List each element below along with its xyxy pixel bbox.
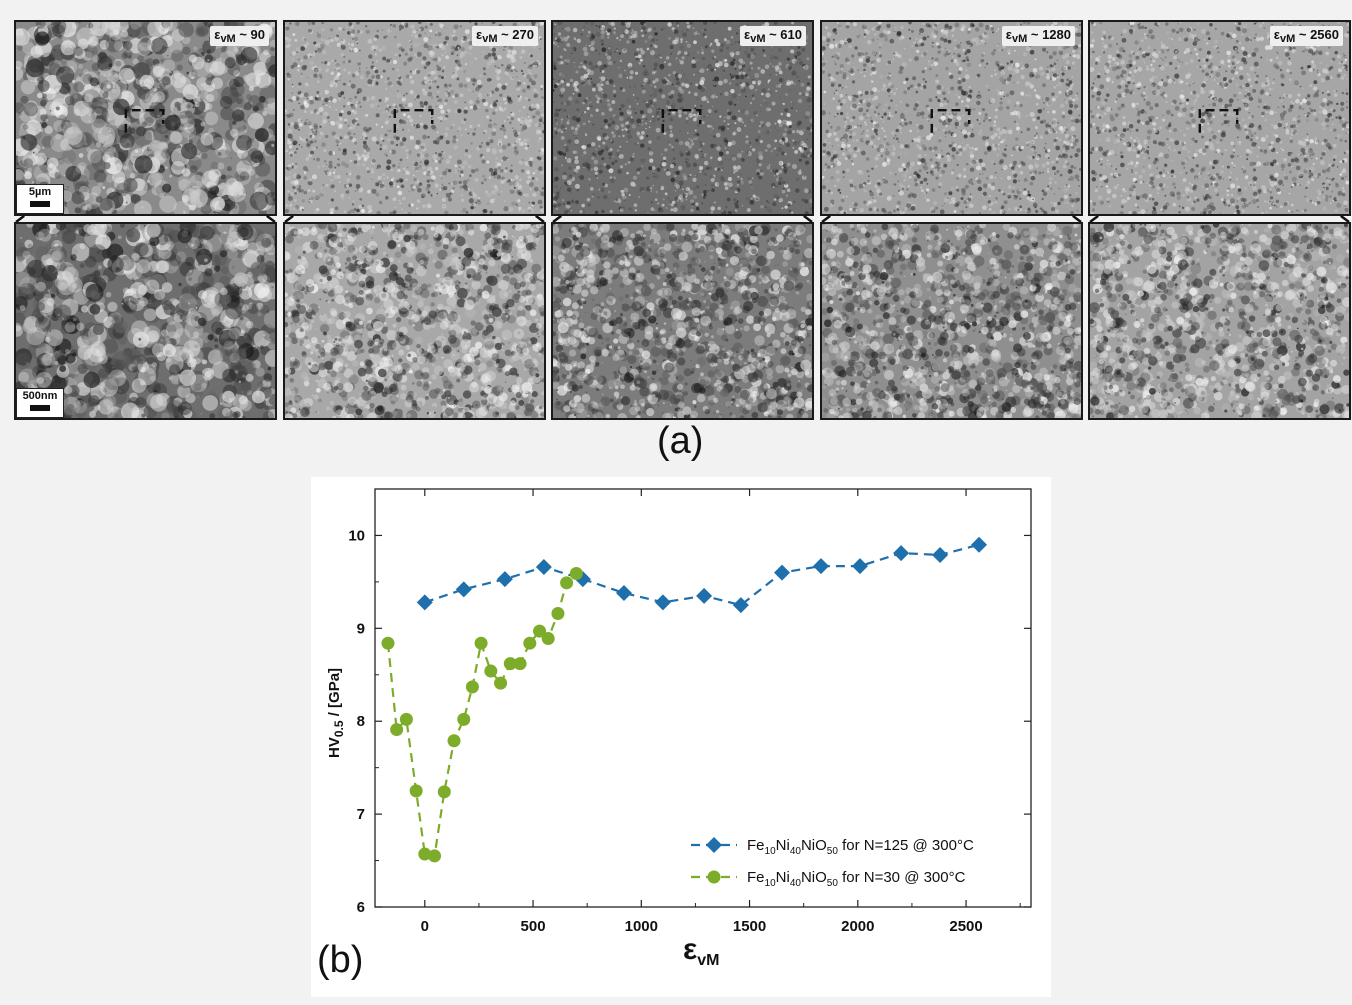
sem-image-overview: εvM ~ 270 <box>283 20 546 216</box>
data-point-series-1 <box>893 545 910 562</box>
data-point-series-1 <box>455 581 472 598</box>
data-point-series-2 <box>457 712 471 726</box>
data-point-series-1 <box>971 536 988 553</box>
sem-image-zoom <box>14 222 277 420</box>
data-point-series-2 <box>503 657 517 671</box>
micrograph-panel: εvM ~ 90 εvM ~ 270 εvM ~ 610 εvM ~ 1280 εvM … <box>0 0 1352 475</box>
sem-image-overview: εvM ~ 610 <box>551 20 814 216</box>
sem-image-overview: εvM ~ 1280 <box>820 20 1083 216</box>
data-point-series-1 <box>535 559 552 576</box>
strain-label: εvM ~ 270 <box>472 26 538 46</box>
data-point-series-2 <box>551 606 565 620</box>
panel-a-label: (a) <box>657 420 704 462</box>
data-point-series-2 <box>494 676 508 690</box>
x-tick-label: 1000 <box>625 918 658 935</box>
y-tick-label: 9 <box>357 620 365 637</box>
data-point-series-2 <box>437 785 451 799</box>
data-point-series-2 <box>428 849 442 863</box>
x-tick-label: 2000 <box>841 918 874 935</box>
series-line-2 <box>386 572 578 858</box>
scale-bar-5um: 5µm <box>16 184 64 214</box>
data-point-series-1 <box>574 571 591 588</box>
data-point-series-1 <box>496 571 513 588</box>
data-point-series-1 <box>932 546 949 563</box>
x-tick-label: 2500 <box>949 918 982 935</box>
data-point-series-1 <box>774 564 791 581</box>
plot-frame <box>374 488 1032 908</box>
data-point-series-1 <box>732 597 749 614</box>
sem-image-overview: εvM ~ 90 <box>14 20 277 216</box>
y-tick-label: 10 <box>348 527 365 544</box>
x-axis-label: εvM <box>683 933 719 969</box>
data-point-series-2 <box>409 784 423 798</box>
strain-label: εvM ~ 610 <box>740 26 806 46</box>
strain-label: εvM ~ 2560 <box>1269 26 1343 46</box>
data-point-series-2 <box>569 567 583 581</box>
data-point-series-2 <box>513 657 527 671</box>
scale-bar-500nm: 500nm <box>16 388 64 418</box>
data-point-series-2 <box>390 723 404 737</box>
y-tick-label: 6 <box>357 899 365 916</box>
data-point-series-2 <box>474 636 488 650</box>
legend-marker-1 <box>706 837 722 853</box>
legend-marker-2 <box>707 870 721 884</box>
chart-canvas: 0 500 1000 1500 2000 2500 6 7 8 9 10 εvM HV0.5 / [GP… <box>326 488 1032 969</box>
data-point-series-2 <box>523 636 537 650</box>
legend-label-1: Fe10Ni40NiO50 for N=125 @ 300°C <box>747 837 974 857</box>
hardness-chart: 0 500 1000 1500 2000 2500 6 7 8 9 10 εvM HV0.5 / [GP… <box>311 477 1051 997</box>
y-tick-label: 7 <box>357 806 365 823</box>
data-point-series-1 <box>615 585 632 602</box>
data-point-series-1 <box>851 558 868 575</box>
y-axis-label: HV0.5 / [GPa] <box>326 668 346 758</box>
x-tick-label: 1500 <box>733 918 766 935</box>
sem-image-zoom <box>1088 222 1351 420</box>
x-tick-label: 0 <box>421 918 429 935</box>
strain-label: εvM ~ 1280 <box>1001 26 1075 46</box>
data-point-series-1 <box>812 558 829 575</box>
sem-image-zoom <box>283 222 546 420</box>
data-point-series-2 <box>381 636 395 650</box>
data-point-series-2 <box>447 734 461 748</box>
data-point-series-2 <box>399 712 413 726</box>
y-tick-label: 8 <box>357 713 365 730</box>
data-point-series-1 <box>654 594 671 611</box>
legend-label-2: Fe10Ni40NiO50 for N=30 @ 300°C <box>747 869 966 889</box>
data-point-series-2 <box>560 576 574 590</box>
sem-image-zoom <box>551 222 814 420</box>
data-point-series-2 <box>533 624 547 638</box>
data-point-series-2 <box>541 632 555 646</box>
data-point-series-1 <box>416 594 433 611</box>
sem-image-overview: εvM ~ 2560 <box>1088 20 1351 216</box>
sem-image-zoom <box>820 222 1083 420</box>
x-tick-label: 500 <box>521 918 546 935</box>
data-point-series-1 <box>696 587 713 604</box>
data-point-series-2 <box>418 847 432 861</box>
data-point-series-2 <box>484 664 498 678</box>
data-point-series-2 <box>465 680 479 694</box>
panel-b-label: (b) <box>317 939 364 981</box>
strain-label: εvM ~ 90 <box>210 26 269 46</box>
